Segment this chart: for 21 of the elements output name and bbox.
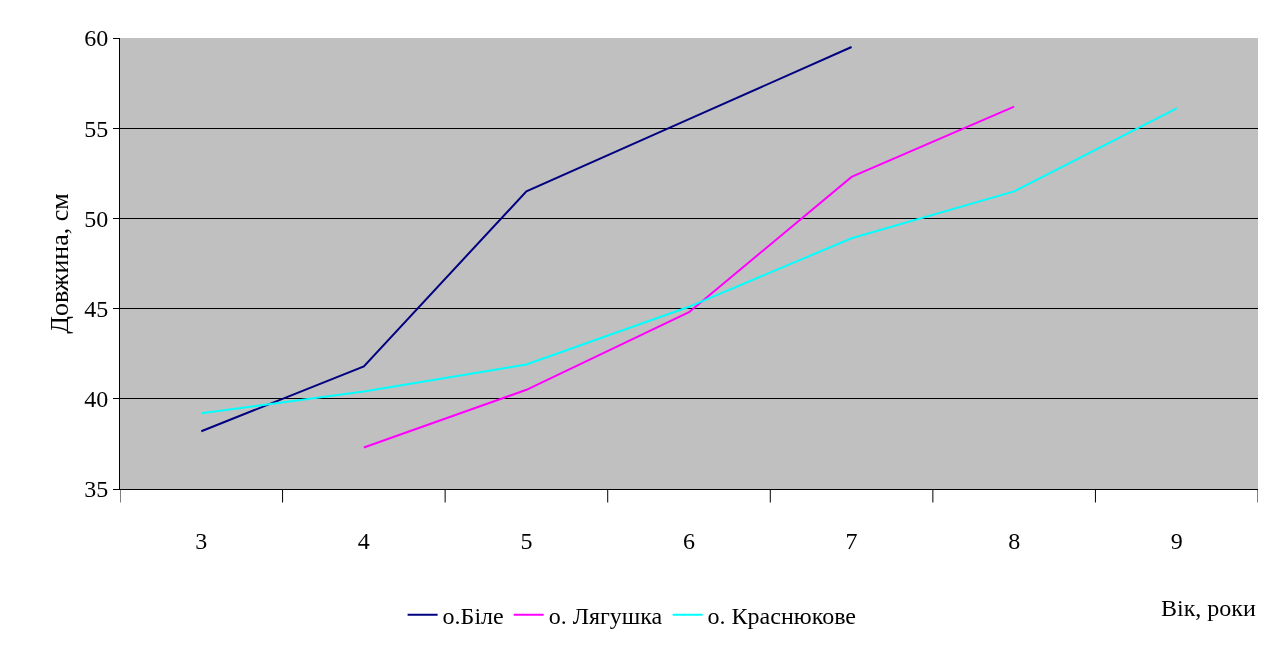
y-tick-label: 60 [84,25,109,52]
x-tick-label: 3 [195,527,208,554]
x-tick-label: 8 [1008,527,1021,554]
y-tick-label: 50 [84,205,109,232]
line-series [362,105,1016,449]
legend-label: о.Біле [442,603,504,630]
line-series [200,46,853,433]
y-axis-title: Довжина, см [44,193,74,334]
x-tick-label: 7 [845,527,858,554]
legend-label: о. Лягушка [548,603,663,630]
x-tick-label: 6 [683,527,695,554]
y-tick-label: 45 [84,296,109,322]
x-tick-label: 9 [1170,527,1183,554]
y-tick-label: 55 [84,115,109,142]
x-tick-label: 5 [520,527,533,554]
y-tick-label: 35 [84,476,109,503]
x-tick-label: 4 [357,527,370,554]
y-tick-label: 40 [84,386,109,413]
x-axis-title: Вік, роки [1161,595,1256,621]
legend-label: о. Краснюкове [707,603,856,630]
line-series [200,107,1178,415]
